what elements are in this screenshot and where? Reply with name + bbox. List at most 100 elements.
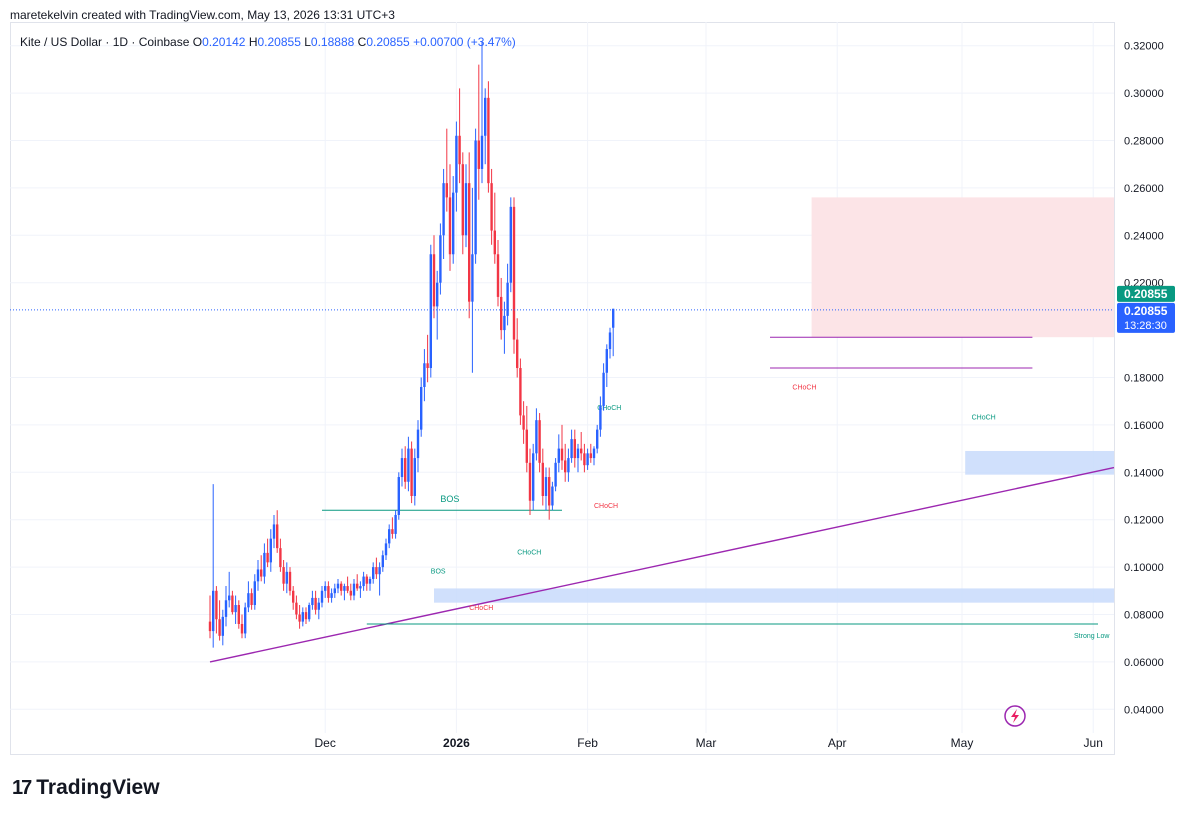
y-tick-label: 0.08000: [1124, 610, 1164, 622]
annotation-label: CHoCH: [594, 503, 618, 510]
candle-body: [564, 460, 567, 473]
candle-body: [378, 567, 381, 575]
candle-body: [352, 583, 356, 596]
candle-body: [554, 462, 557, 487]
high-label: H: [248, 35, 258, 49]
annotation-label: CHoCH: [597, 405, 621, 412]
chart-frame[interactable]: [10, 22, 1115, 755]
candle-body: [314, 597, 317, 610]
annotation-label: BOS: [440, 494, 459, 504]
tradingview-logo-icon: 17: [12, 776, 32, 799]
candle-body: [276, 524, 279, 549]
open-value: 0.20142: [202, 35, 246, 49]
candle-body: [448, 197, 452, 255]
candle-body: [436, 282, 439, 307]
candle-body: [538, 420, 541, 463]
candle-body: [413, 458, 416, 496]
candle-body: [295, 602, 298, 615]
candle-body: [266, 552, 269, 563]
candle-body: [384, 543, 388, 556]
x-tick-label: Jun: [1084, 736, 1103, 750]
candle-body: [404, 458, 407, 482]
candle-body: [474, 140, 477, 255]
candle-body: [400, 458, 404, 478]
candle-body: [218, 619, 221, 636]
y-tick-label: 0.26000: [1124, 183, 1164, 195]
countdown-badge: [1117, 302, 1175, 333]
candle-body: [359, 586, 362, 589]
annotation-label: CHoCH: [469, 605, 493, 612]
candle-body: [522, 415, 525, 430]
y-tick-label: 0.04000: [1124, 704, 1164, 716]
candle-body: [570, 439, 573, 459]
candle-body: [365, 576, 368, 584]
candle-body: [500, 296, 503, 331]
candle-body: [285, 571, 288, 584]
candle-body: [573, 439, 576, 459]
candle-body: [439, 235, 442, 283]
candle-body: [596, 429, 599, 449]
candle-body: [224, 600, 228, 617]
x-tick-label: May: [951, 736, 974, 750]
y-tick-label: 0.06000: [1124, 657, 1164, 669]
candle-body: [301, 612, 304, 622]
candle-body: [292, 590, 295, 603]
author-line: maretekelvin created with TradingView.co…: [10, 8, 395, 22]
lightning-bolt-icon: [1011, 709, 1019, 723]
candle-body: [602, 372, 605, 406]
candle-body: [311, 597, 314, 606]
candle-body: [324, 586, 327, 591]
tradingview-logo[interactable]: 17 TradingView: [12, 776, 160, 800]
high-value: 0.20855: [257, 35, 301, 49]
candle-body: [580, 448, 583, 454]
candle-body: [327, 586, 330, 598]
candle-body: [599, 405, 602, 430]
candle-body: [272, 524, 276, 539]
y-tick-label: 0.18000: [1124, 373, 1164, 385]
close-value: 0.20855: [366, 35, 410, 49]
candle-body: [330, 593, 333, 598]
candle-body: [589, 453, 592, 459]
candle-body: [336, 583, 340, 589]
demand-lower-zone: [434, 588, 1114, 603]
candle-body: [551, 486, 554, 506]
candle-body: [445, 183, 448, 198]
lightning-icon: [1004, 705, 1026, 727]
candle-body: [541, 462, 544, 496]
candle-body: [250, 593, 253, 606]
candle-body: [320, 590, 324, 603]
candle-body: [215, 590, 218, 620]
candle-body: [477, 140, 480, 169]
candle-body: [452, 192, 455, 255]
candle-body: [455, 135, 458, 193]
candle-body: [410, 448, 413, 496]
candle-body: [512, 206, 516, 340]
x-tick-label: Dec: [315, 736, 336, 750]
candle-body: [333, 588, 336, 594]
candle-body: [394, 514, 397, 534]
candle-body: [490, 183, 493, 231]
tradingview-brand: TradingView: [36, 776, 160, 799]
candle-body: [407, 448, 410, 482]
low-label: L: [304, 35, 311, 49]
y-tick-label: 0.12000: [1124, 515, 1164, 527]
candle-body: [279, 548, 282, 568]
candle-body: [231, 595, 234, 613]
trendline: [209, 466, 1115, 663]
candle-body: [381, 555, 384, 568]
candle-body: [464, 183, 468, 236]
annotation-label: CHoCH: [517, 549, 541, 556]
candle-body: [525, 429, 528, 463]
candle-body: [288, 571, 292, 591]
candle-body: [343, 586, 346, 591]
candle-body: [423, 363, 426, 387]
low-value: 0.18888: [310, 35, 355, 49]
candle-body: [362, 576, 365, 587]
candle-body: [391, 529, 394, 534]
candle-body: [346, 586, 349, 591]
candle-body: [535, 420, 538, 454]
candle-body: [256, 569, 260, 582]
open-label: O: [192, 35, 203, 49]
supply-zone: [811, 197, 1114, 338]
